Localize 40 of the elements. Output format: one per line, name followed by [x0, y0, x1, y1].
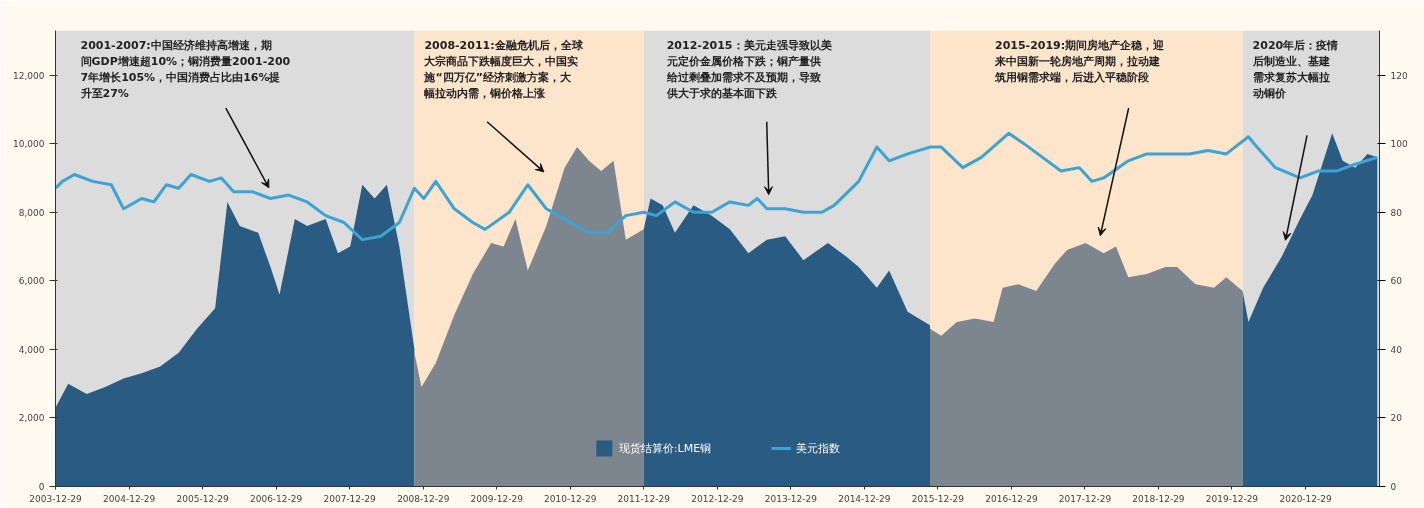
x-tick-label: 2011-12-29: [617, 493, 671, 504]
x-tick-label: 2005-12-29: [176, 493, 230, 504]
annotation: 2012-2015：美元走强导致以美元定价金属价格下跌；铜产量供给过剩叠加需求不及预期，导致供大于求的基本面下跌: [665, 38, 832, 101]
x-tick-label: 2008-12-29: [397, 493, 450, 504]
x-tick-label: 2017-12-29: [1058, 493, 1112, 504]
legend-label: 美元指数: [796, 440, 841, 456]
y2-tick-label: 100: [1390, 139, 1408, 150]
annotation: 2001-2007:中国经济维持高增速，期间GDP增速超10%；铜消费量2001-2007年增长105%，中国消费占比由16%提升至27%: [79, 38, 291, 101]
y-tick-label: 12,000: [13, 70, 45, 81]
x-tick-label: 2004-12-29: [103, 493, 156, 504]
x-tick-label: 2013-12-29: [764, 493, 818, 504]
x-tick-label: 2007-12-29: [323, 493, 377, 504]
x-tick-label: 2020-12-29: [1279, 493, 1333, 504]
x-tick-label: 2003-12-29: [29, 493, 82, 504]
x-tick-label: 2006-12-29: [249, 493, 303, 504]
annotation: 2020年后：疫情后制造业、基建需求复苏大幅拉动铜价: [1251, 38, 1339, 101]
line-series: [55, 131, 1379, 242]
x-tick-label: 2015-12-29: [911, 493, 965, 504]
x-tick-label: 2018-12-29: [1132, 493, 1185, 504]
annotation: 2008-2011:金融危机后，全球大宗商品下跌幅度巨大，中国实施“四万亿”经济刺激方案，大幅拉动内需，铜价格上涨: [423, 38, 584, 101]
y2-tick-label: 80: [1390, 207, 1403, 218]
x-tick-label: 2012-12-29: [691, 493, 744, 504]
y2-tick-label: 20: [1390, 413, 1403, 424]
x-tick-label: 2014-12-29: [838, 493, 891, 504]
y2-tick-label: 40: [1390, 344, 1403, 355]
x-tick-label: 2016-12-29: [985, 493, 1038, 504]
annotation: 2015-2019:期间房地产企稳，迎来中国新一轮房地产周期，拉动建筑用铜需求端，后进入平稳阶段: [993, 38, 1166, 84]
y-tick-label: 10,000: [13, 139, 45, 150]
x-tick-label: 2009-12-29: [470, 493, 524, 504]
y-tick-label: 2,000: [18, 413, 45, 424]
x-tick-label: 2019-12-29: [1205, 493, 1259, 504]
y2-tick-label: 120: [1390, 70, 1408, 81]
y-tick-label: 4,000: [18, 344, 45, 355]
y-tick-label: 0: [38, 482, 45, 492]
y2-tick-label: 0: [1390, 482, 1397, 492]
legend-label: 现货结算价:LME铜: [618, 440, 712, 456]
y-tick-label: 6,000: [18, 276, 45, 287]
x-tick-label: 2010-12-29: [544, 493, 597, 504]
y2-tick-label: 60: [1390, 276, 1403, 287]
y-tick-label: 8,000: [18, 207, 45, 218]
